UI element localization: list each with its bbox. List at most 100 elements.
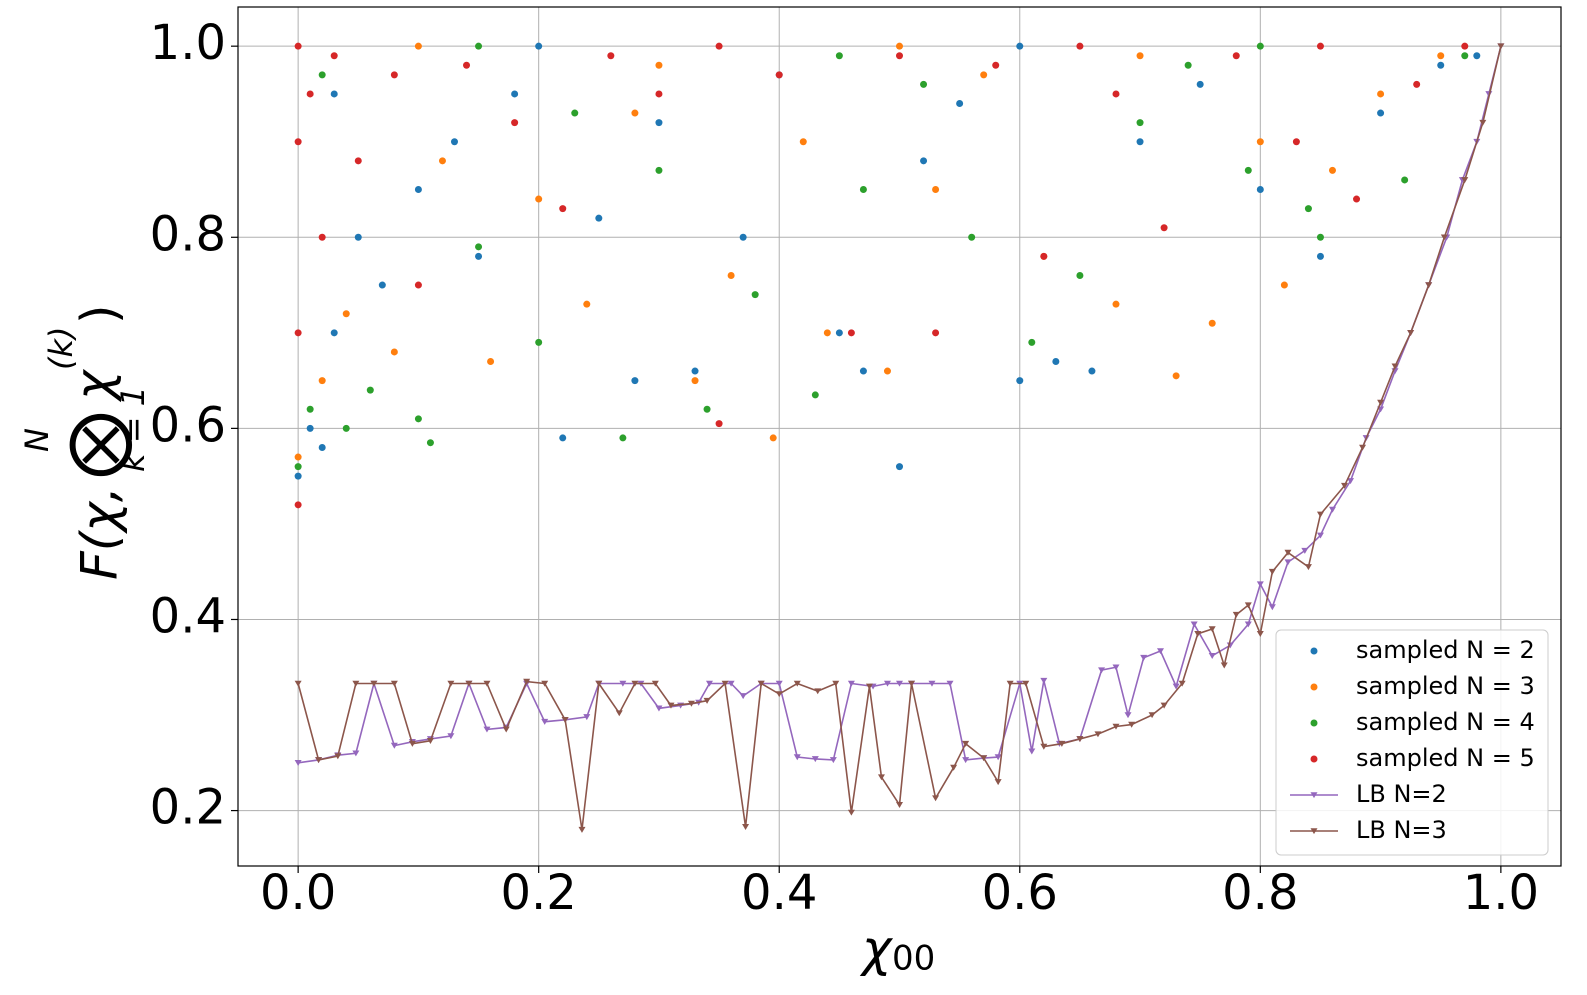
line-marker xyxy=(727,680,735,687)
x-tick-label: 0.8 xyxy=(1222,865,1298,921)
line-marker xyxy=(1094,731,1102,738)
scatter-point xyxy=(438,157,446,165)
scatter-point xyxy=(715,420,723,428)
plot-frame xyxy=(237,6,1562,867)
scatter-point xyxy=(511,119,519,127)
scatter-point xyxy=(1196,80,1204,88)
scatter-point xyxy=(475,243,483,251)
y-label-argsup: (k) xyxy=(42,327,80,371)
line-marker xyxy=(408,740,416,747)
scatter-point xyxy=(811,391,819,399)
scatter-point xyxy=(631,109,639,117)
scatter-point xyxy=(1256,186,1264,194)
scatter-point xyxy=(318,71,326,79)
scatter-point xyxy=(1377,90,1385,98)
scatter-point xyxy=(1437,52,1445,60)
scatter-point xyxy=(1316,42,1324,50)
line-marker xyxy=(315,757,323,764)
legend-marker xyxy=(1310,792,1318,799)
scatter-point xyxy=(1244,166,1252,174)
scatter-point xyxy=(968,233,976,241)
y-tick-label: 0.8 xyxy=(150,206,226,262)
scatter-point xyxy=(1401,176,1409,184)
line-marker xyxy=(994,754,1002,761)
scatter-point xyxy=(1461,52,1469,60)
scatter-point xyxy=(294,463,302,471)
line-marker xyxy=(775,680,783,687)
scatter-point xyxy=(1292,138,1300,146)
scatter-point xyxy=(607,52,615,60)
scatter-point xyxy=(559,434,567,442)
scatter-point xyxy=(306,90,314,98)
line-marker xyxy=(1160,702,1168,709)
y-tick-label: 0.6 xyxy=(150,397,226,453)
scatter-point xyxy=(655,119,663,127)
line-marker xyxy=(1440,234,1448,241)
line-marker xyxy=(1058,740,1066,747)
line-marker xyxy=(578,826,586,833)
scatter-point xyxy=(330,52,338,60)
legend-label: sampled N = 4 xyxy=(1356,708,1535,736)
scatter-point xyxy=(414,415,422,423)
line-marker xyxy=(1112,664,1120,671)
line-marker xyxy=(483,680,491,687)
scatter-point xyxy=(354,157,362,165)
scatter-point xyxy=(1232,52,1240,60)
y-label-operator: ⨂ xyxy=(58,412,135,478)
scatter-point xyxy=(414,186,422,194)
legend-marker xyxy=(1310,755,1318,763)
legend-label: LB N=3 xyxy=(1356,816,1447,844)
x-tick-label: 0.6 xyxy=(982,865,1058,921)
line-marker xyxy=(832,680,840,687)
line-marker xyxy=(793,754,801,761)
legend-label: sampled N = 2 xyxy=(1356,636,1535,664)
scatter-point xyxy=(306,405,314,413)
line-marker xyxy=(1301,547,1309,554)
line-marker xyxy=(1028,748,1036,755)
y-label-close: ) xyxy=(71,304,129,324)
scatter-point xyxy=(318,443,326,451)
line-marker xyxy=(370,680,378,687)
y-tick-label: 1.0 xyxy=(150,15,226,71)
scatter-point xyxy=(739,233,747,241)
scatter-point xyxy=(1461,42,1469,50)
line-marker xyxy=(1316,532,1324,539)
line-marker xyxy=(1316,511,1324,518)
line-marker xyxy=(651,680,659,687)
scatter-point xyxy=(655,90,663,98)
scatter-point xyxy=(992,61,1000,69)
scatter-point xyxy=(571,109,579,117)
scatter-point xyxy=(414,42,422,50)
line-marker xyxy=(742,824,750,830)
scatter-point xyxy=(535,42,543,50)
scatter-point xyxy=(390,348,398,356)
x-tick-label: 0.4 xyxy=(741,865,817,921)
y-label-sub: k = 1 xyxy=(114,386,152,472)
scatter-point xyxy=(1016,42,1024,50)
scatter-point xyxy=(823,329,831,337)
x-tick-label: 0.2 xyxy=(501,865,577,921)
line-marker xyxy=(465,680,473,687)
line-marker xyxy=(811,756,819,763)
line-marker xyxy=(962,740,970,747)
line-marker xyxy=(352,750,360,757)
scatter-point xyxy=(1304,205,1312,213)
scatter-point xyxy=(896,463,903,471)
scatter-point xyxy=(450,138,458,146)
scatter-point xyxy=(727,271,735,279)
scatter-point xyxy=(294,329,302,337)
scatter-point xyxy=(1016,377,1024,385)
y-axis-label: F(χ, ⨂ N k = 1 χ (k) ) xyxy=(18,304,152,580)
line-marker xyxy=(523,678,531,685)
scatter-point xyxy=(1437,61,1445,69)
scatter-point xyxy=(1136,138,1144,146)
line-marker xyxy=(1208,652,1216,659)
line-marker xyxy=(1040,677,1048,684)
scatter-point xyxy=(366,386,374,394)
line-marker xyxy=(667,702,675,709)
line-marker xyxy=(631,680,639,687)
line-marker xyxy=(1220,662,1228,669)
scatter-point xyxy=(859,367,867,375)
scatter-point xyxy=(318,233,326,241)
line-marker xyxy=(829,757,837,764)
